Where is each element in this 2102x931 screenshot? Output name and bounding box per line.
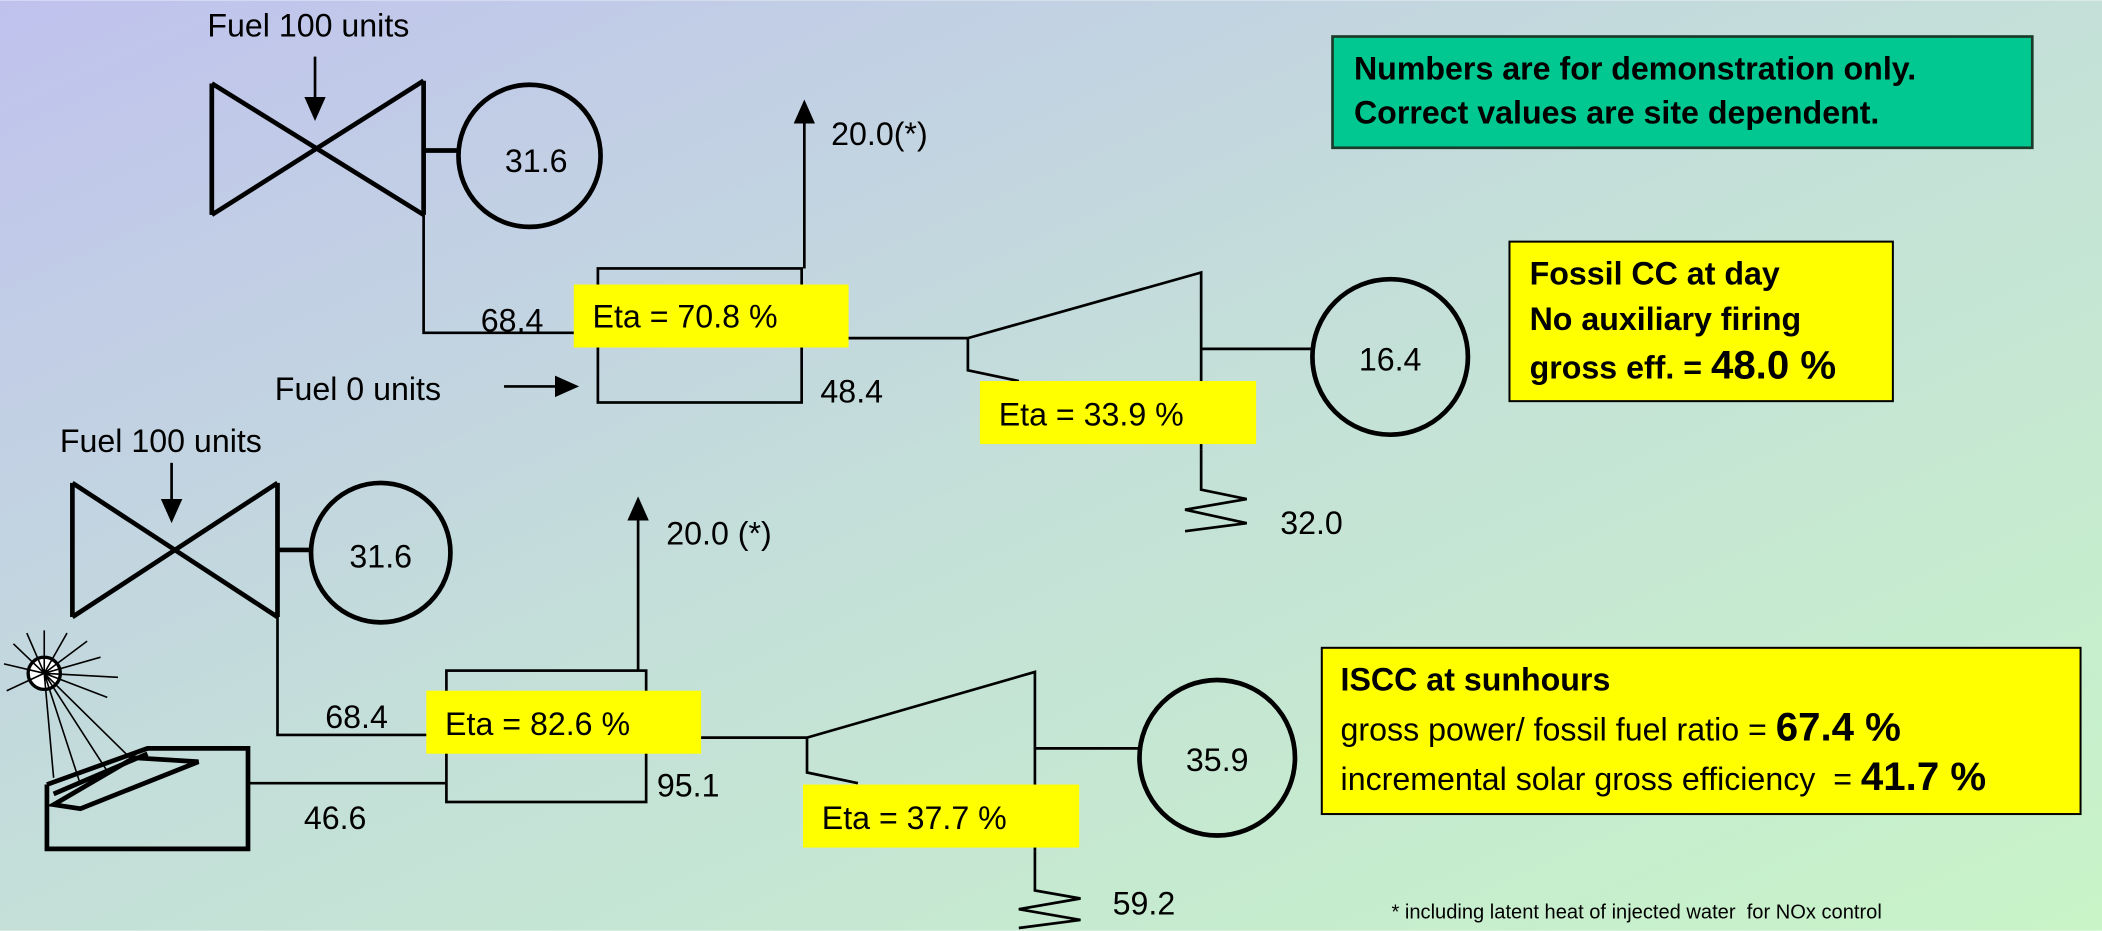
sun (3, 630, 135, 785)
solar-eff-value: 41.7 % (1861, 754, 1986, 799)
st-power: 16.4 (1359, 341, 1422, 377)
steam-value: 95.1 (657, 768, 720, 804)
info-line: gross power/ fossil fuel ratio = 67.4 % (1341, 704, 1901, 749)
condenser-value: 32.0 (1280, 505, 1343, 541)
info-line: incremental solar gross efficiency = 41.… (1341, 754, 1987, 799)
solar-value: 46.6 (304, 800, 367, 836)
fossil-cc: Fuel 100 units 31.6 68.4 20.0(*) Eta = 7… (207, 8, 1894, 541)
note-box (1331, 35, 2034, 150)
exhaust-value: 68.4 (481, 302, 544, 338)
gt-power: 31.6 (349, 538, 412, 574)
eta-box (573, 284, 849, 348)
info-box (1320, 646, 2082, 816)
note-line: Correct values are site dependent. (1354, 95, 1879, 131)
generator (1310, 276, 1471, 438)
steam-value: 48.4 (820, 373, 883, 409)
st-eta: Eta = 33.9 % (999, 396, 1184, 432)
info-box (1508, 240, 1894, 403)
exhaust-line (422, 214, 598, 335)
note-line: Numbers are for demonstration only. (1354, 50, 1916, 86)
eta-box (426, 690, 702, 754)
iscc: Fuel 100 units 31.6 68.4 20.0 (*) Eta = … (3, 423, 2082, 930)
eta-box (979, 381, 1257, 445)
exhaust-line (276, 616, 447, 737)
exhaust-value: 68.4 (325, 699, 388, 735)
ratio-value: 67.4 % (1776, 704, 1901, 749)
generator (1137, 677, 1298, 838)
info-line: gross eff. = 48.0 % (1530, 342, 1837, 387)
stack-value: 20.0(*) (831, 116, 928, 152)
gas-turbine (209, 78, 426, 217)
eta-box (802, 784, 1080, 848)
hrsg-eta: Eta = 70.8 % (593, 298, 778, 334)
st-eta: Eta = 37.7 % (822, 800, 1007, 836)
footnote: * including latent heat of injected wate… (1392, 902, 1882, 924)
eff-value: 48.0 % (1711, 342, 1836, 387)
solar-eff-label: incremental solar gross efficiency = (1341, 761, 1861, 797)
condenser-value: 59.2 (1113, 886, 1176, 922)
fuel-label: Fuel 100 units (60, 423, 262, 459)
fuel-aux-label: Fuel 0 units (275, 371, 441, 407)
st-power: 35.9 (1186, 742, 1249, 778)
stack-value: 20.0 (*) (666, 516, 771, 552)
ratio-label: gross power/ fossil fuel ratio = (1341, 711, 1776, 747)
info-title: ISCC at sunhours (1341, 662, 1611, 698)
info-line: No auxiliary firing (1530, 301, 1802, 337)
eff-label: gross eff. = (1530, 349, 1711, 385)
info-line: Fossil CC at day (1530, 256, 1780, 292)
hrsg-eta: Eta = 82.6 % (445, 706, 630, 742)
solar-field (44, 746, 251, 852)
generator (308, 480, 453, 625)
fuel-label: Fuel 100 units (207, 8, 409, 44)
condenser (1184, 449, 1248, 533)
gt-power: 31.6 (505, 143, 568, 179)
generator (456, 82, 603, 230)
condenser (1018, 851, 1081, 930)
